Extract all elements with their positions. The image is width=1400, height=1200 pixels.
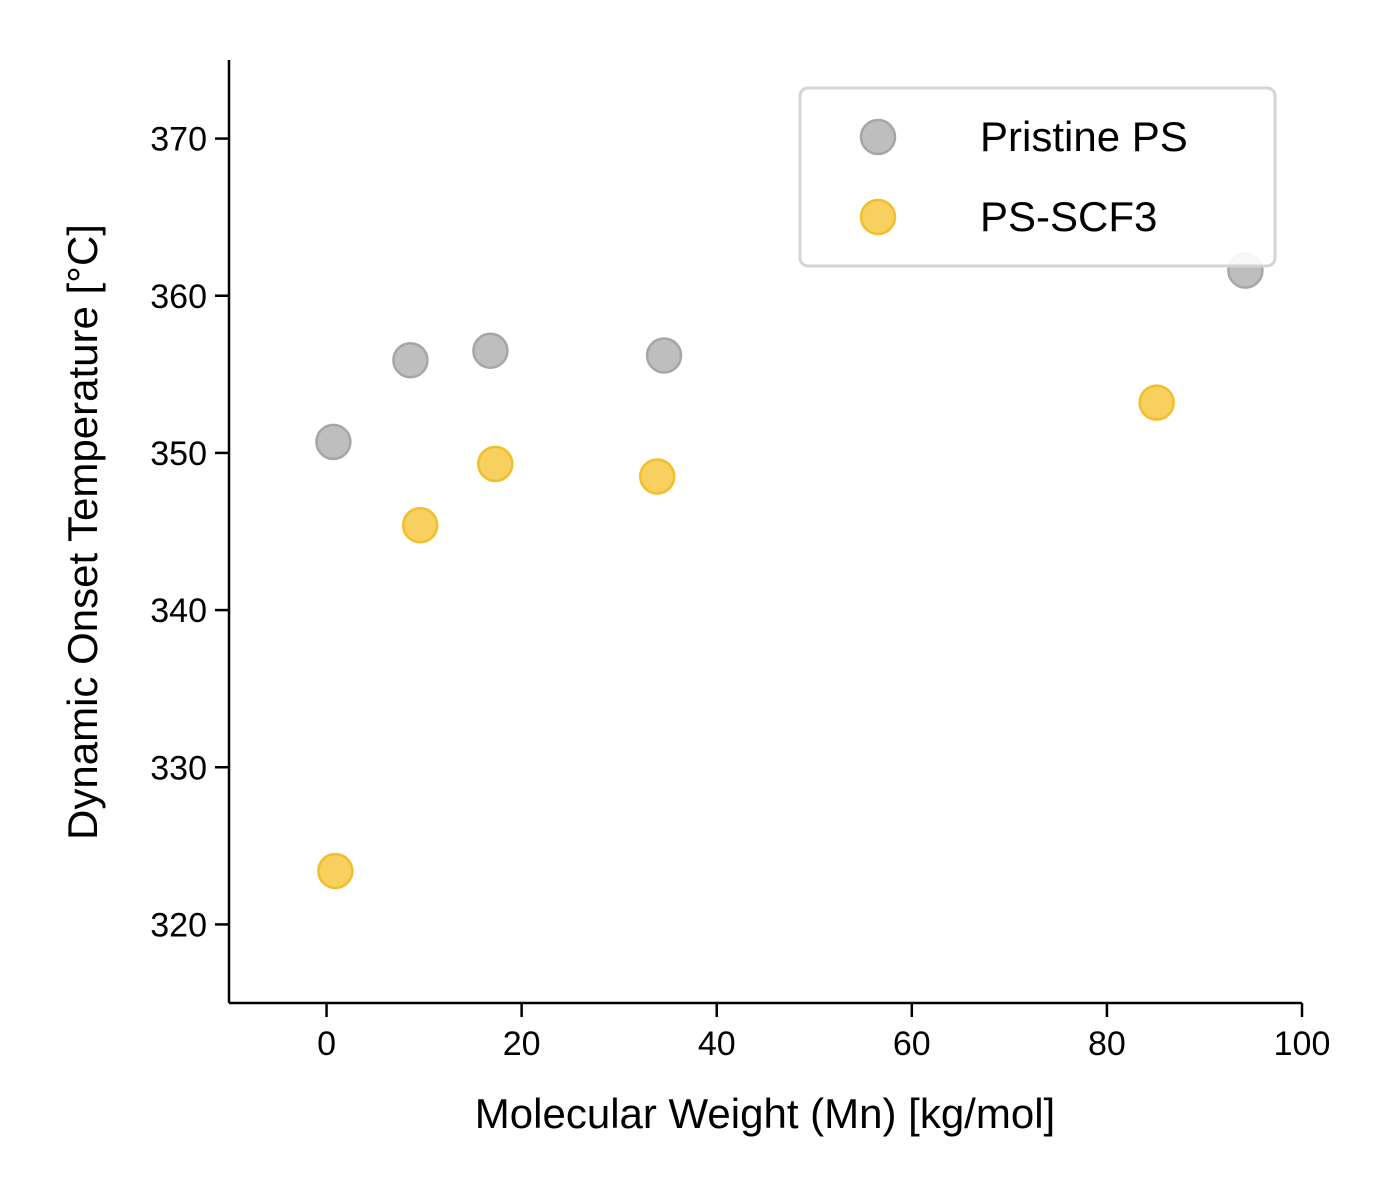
legend-marker-ps-scf3 <box>859 198 897 236</box>
x-tick-label: 20 <box>503 1025 541 1063</box>
y-tick-label: 330 <box>150 749 207 787</box>
x-tick-label: 80 <box>1088 1025 1126 1063</box>
point-ps-scf3 <box>317 852 354 890</box>
point-ps-scf3 <box>477 445 514 483</box>
axes: 0 20 40 60 80 100 320 330 340 350 360 370 <box>150 60 1330 1063</box>
legend-label-pristine-ps: Pristine PS <box>980 113 1188 160</box>
x-axis-label: Molecular Weight (Mn) [kg/mol] <box>475 1090 1055 1137</box>
legend-frame <box>798 86 1277 268</box>
point-pristine-ps <box>472 332 509 370</box>
y-tick-label: 350 <box>150 435 207 473</box>
point-ps-scf3 <box>638 458 676 495</box>
y-tick-label: 320 <box>150 906 207 944</box>
legend-marker-pristine-ps <box>859 118 897 156</box>
point-ps-scf3 <box>401 506 439 544</box>
y-tick-label: 370 <box>150 121 207 159</box>
x-tick-label: 60 <box>893 1025 931 1063</box>
y-tick-label: 360 <box>150 278 207 316</box>
x-tick-label: 0 <box>317 1025 336 1063</box>
point-pristine-ps <box>645 337 683 374</box>
y-tick-label: 340 <box>150 592 207 630</box>
point-ps-scf3 <box>1138 384 1175 421</box>
point-pristine-ps <box>315 423 352 461</box>
legend-label-ps-scf3: PS-SCF3 <box>980 193 1157 240</box>
y-axis-label: Dynamic Onset Temperature [°C] <box>59 224 106 840</box>
legend: Pristine PS PS-SCF3 <box>798 86 1277 268</box>
x-tick-label: 100 <box>1274 1025 1331 1063</box>
x-tick-label: 40 <box>698 1025 736 1063</box>
point-pristine-ps <box>392 341 429 379</box>
data-points <box>315 252 1264 890</box>
